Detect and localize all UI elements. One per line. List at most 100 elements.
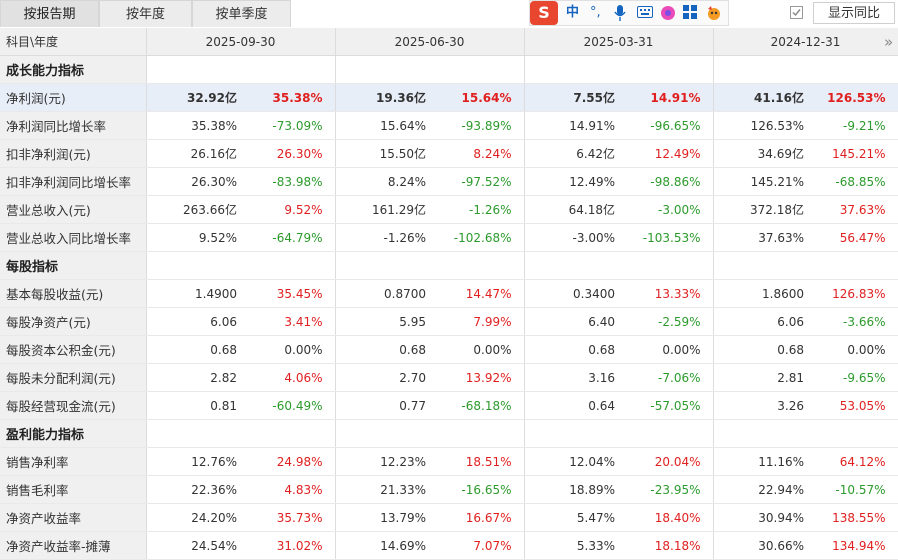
value-cell: 12.23% [335,447,431,476]
row-label: 净资产收益率-摊薄 [0,531,147,560]
section-title: 每股指标 [0,251,147,280]
yoy-cell: 56.47% [809,223,898,252]
yoy-cell: 7.07% [431,531,525,560]
yoy-cell: 14.91% [620,83,714,112]
yoy-cell: 4.83% [242,475,336,504]
section-filler [524,419,714,448]
show-yoy-button[interactable]: 显示同比 [813,2,895,24]
value-cell: 9.52% [146,223,242,252]
table-row: 扣非净利润同比增长率 26.30% -83.98% 8.24% -97.52% 12.49… [0,167,898,196]
value-cell: 15.64% [335,111,431,140]
yoy-cell: 20.04% [620,447,714,476]
value-cell: 0.68 [146,335,242,364]
table-row: 每股经营现金流(元) 0.81 -60.49% 0.77 -68.18% 0.64 -57.… [0,391,898,420]
value-cell: 126.53% [713,111,809,140]
yoy-cell: 31.02% [242,531,336,560]
yoy-cell: -57.05% [620,391,714,420]
value-cell: 5.95 [335,307,431,336]
yoy-cell: -23.95% [620,475,714,504]
yoy-cell: 145.21% [809,139,898,168]
row-label: 每股经营现金流(元) [0,391,147,420]
table-header-row: 科目\年度 2025-09-30 2025-06-30 2025-03-31 2… [0,28,898,56]
table-row: 净利润同比增长率 35.38% -73.09% 15.64% -93.89% 14.91%… [0,111,898,140]
yoy-cell: 13.33% [620,279,714,308]
section-filler [713,55,898,84]
value-cell: 21.33% [335,475,431,504]
value-cell: 32.92亿 [146,83,242,112]
table-row: 净资产收益率-摊薄 24.54% 31.02% 14.69% 7.07% 5.33% 18.… [0,531,898,560]
ime-lang-toggle[interactable]: 中 [566,5,580,20]
yoy-cell: -97.52% [431,167,525,196]
tab-by-quarter[interactable]: 按单季度 [192,0,291,27]
row-label: 净利润(元) [0,83,147,112]
value-cell: 14.69% [335,531,431,560]
skin-icon[interactable] [660,5,676,26]
yoy-cell: 64.12% [809,447,898,476]
row-label: 销售毛利率 [0,475,147,504]
sogou-logo-icon[interactable]: S [530,1,558,25]
section-filler [524,251,714,280]
value-cell: 0.3400 [524,279,620,308]
row-label: 每股资本公积金(元) [0,335,147,364]
value-cell: 2.81 [713,363,809,392]
yoy-cell: 24.98% [242,447,336,476]
value-cell: 1.4900 [146,279,242,308]
value-cell: 34.69亿 [713,139,809,168]
microphone-icon[interactable] [614,5,626,26]
header-label: 科目\年度 [0,28,147,56]
section-filler [146,419,336,448]
yoy-cell: 134.94% [809,531,898,560]
value-cell: 3.26 [713,391,809,420]
value-cell: 30.66% [713,531,809,560]
toolbox-icon[interactable] [683,5,697,24]
value-cell: 6.06 [713,307,809,336]
yoy-cell: 0.00% [809,335,898,364]
yoy-cell: 138.55% [809,503,898,532]
yoy-cell: 35.45% [242,279,336,308]
value-cell: 263.66亿 [146,195,242,224]
section-row: 成长能力指标 [0,55,898,84]
ime-punct-toggle[interactable]: °, [590,5,601,20]
yoy-cell: 8.24% [431,139,525,168]
yoy-cell: -60.49% [242,391,336,420]
yoy-cell: -16.65% [431,475,525,504]
table-row: 每股未分配利润(元) 2.82 4.06% 2.70 13.92% 3.16 -7.06% 2… [0,363,898,392]
tab-by-report-period[interactable]: 按报告期 [0,0,99,27]
keyboard-icon[interactable] [637,5,653,24]
value-cell: 372.18亿 [713,195,809,224]
value-cell: 14.91% [524,111,620,140]
value-cell: 64.18亿 [524,195,620,224]
value-cell: 8.24% [335,167,431,196]
value-cell: -1.26% [335,223,431,252]
yoy-cell: 18.51% [431,447,525,476]
yoy-cell: -102.68% [431,223,525,252]
yoy-cell: 4.06% [242,363,336,392]
period-header: 2024-12-31 [713,28,898,56]
mascot-icon[interactable] [705,5,723,26]
tab-by-year[interactable]: 按年度 [99,0,192,27]
scroll-right-icon[interactable]: » [884,33,894,51]
section-filler [146,55,336,84]
value-cell: 1.8600 [713,279,809,308]
value-cell: 3.16 [524,363,620,392]
section-row: 盈利能力指标 [0,419,898,448]
yoy-cell: 3.41% [242,307,336,336]
yoy-cell: -96.65% [620,111,714,140]
value-cell: 161.29亿 [335,195,431,224]
value-cell: 0.64 [524,391,620,420]
value-cell: 6.40 [524,307,620,336]
value-cell: 11.16% [713,447,809,476]
yoy-cell: 35.73% [242,503,336,532]
table-row: 销售毛利率 22.36% 4.83% 21.33% -16.65% 18.89% -23.9… [0,475,898,504]
row-label: 营业总收入同比增长率 [0,223,147,252]
yoy-cell: 18.40% [620,503,714,532]
yoy-checkbox[interactable] [790,6,803,19]
yoy-cell: 35.38% [242,83,336,112]
value-cell: 22.36% [146,475,242,504]
value-cell: 35.38% [146,111,242,140]
yoy-cell: -68.85% [809,167,898,196]
table-row: 营业总收入(元) 263.66亿 9.52% 161.29亿 -1.26% 64.18亿 -… [0,195,898,224]
value-cell: 12.76% [146,447,242,476]
row-label: 扣非净利润(元) [0,139,147,168]
yoy-cell: -2.59% [620,307,714,336]
